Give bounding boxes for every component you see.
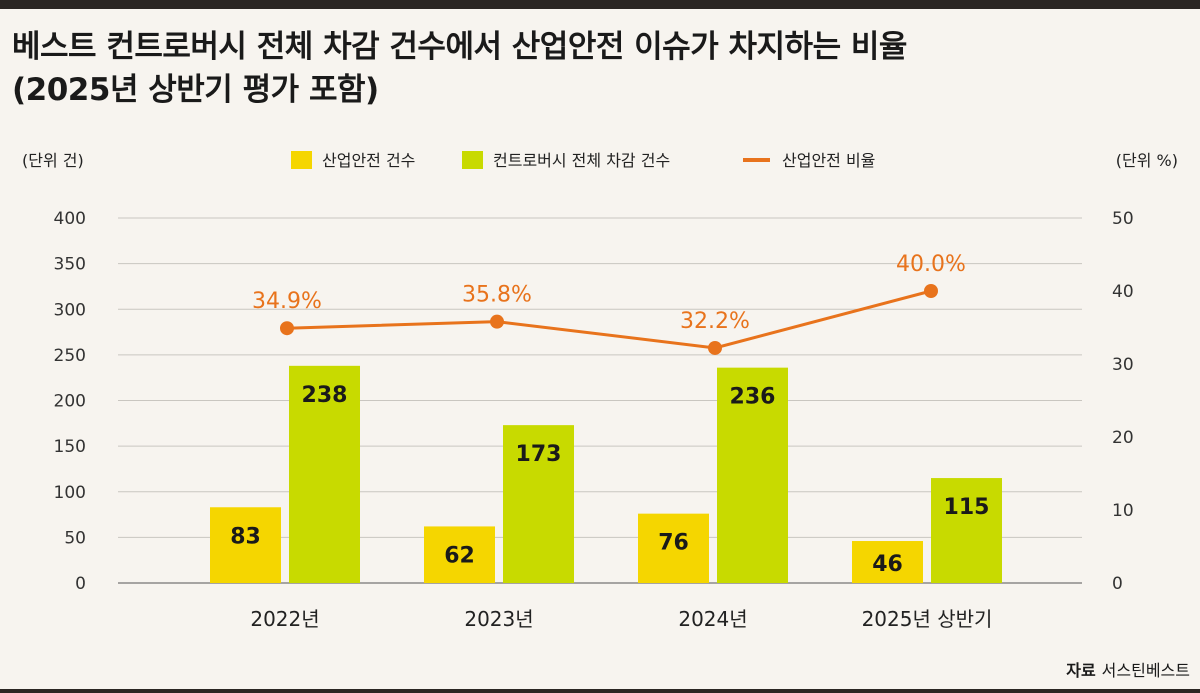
ratio-point — [924, 284, 938, 298]
left-tick-label: 200 — [54, 392, 86, 412]
right-tick-label: 0 — [1112, 574, 1123, 594]
bar-safety-value: 83 — [230, 524, 261, 549]
bars: 83 238 62 173 76 236 46 115 — [210, 365, 1002, 583]
legend-label-safety: 산업안전 건수 — [322, 151, 415, 170]
title-line-2: (2025년 상반기 평가 포함) — [12, 72, 379, 108]
bar-total — [931, 478, 1002, 583]
x-axis-ticks: 2022년 2023년 2024년 2025년 상반기 — [250, 607, 992, 631]
bar-total-value: 236 — [730, 385, 776, 410]
left-tick-label: 400 — [54, 209, 86, 229]
bar-safety — [210, 507, 281, 583]
left-tick-label: 350 — [54, 255, 86, 275]
ratio-point — [490, 314, 504, 329]
x-tick-label: 2023년 — [464, 607, 533, 631]
ratio-line — [286, 289, 932, 350]
bar-total — [289, 365, 360, 583]
right-tick-label: 40 — [1112, 282, 1134, 302]
legend-label-ratio: 산업안전 비율 — [782, 151, 875, 170]
ratio-label: 35.8% — [462, 283, 532, 308]
left-tick-label: 300 — [54, 300, 86, 320]
bar-safety-value: 46 — [872, 552, 903, 577]
left-axis-ticks: 0 50 100 150 200 250 300 350 400 — [54, 209, 86, 594]
left-tick-label: 150 — [54, 437, 86, 457]
bar-safety-value: 76 — [658, 531, 689, 556]
legend-swatch-safety — [291, 151, 312, 169]
ratio-line-series: 34.9% 35.8% 32.2% 40.0% — [252, 252, 966, 355]
bar-total — [503, 425, 574, 583]
bar-safety — [638, 513, 709, 583]
legend-swatch-total — [462, 151, 483, 169]
right-axis-unit: (단위 %) — [1116, 151, 1178, 170]
right-tick-label: 50 — [1112, 209, 1134, 229]
left-tick-label: 0 — [75, 574, 86, 594]
bottom-border — [0, 689, 1200, 693]
gridlines — [118, 217, 1082, 584]
source-value: 서스틴베스트 — [1101, 661, 1190, 680]
right-tick-label: 20 — [1112, 428, 1134, 448]
top-border — [0, 0, 1200, 9]
x-tick-label: 2025년 상반기 — [862, 607, 993, 631]
source-note: 자료 서스틴베스트 — [1066, 657, 1190, 681]
right-tick-label: 10 — [1112, 501, 1134, 521]
left-axis-unit: (단위 건) — [22, 151, 84, 170]
x-tick-label: 2024년 — [678, 607, 747, 631]
ratio-label: 34.9% — [252, 289, 322, 314]
right-axis-ticks: 0 10 20 30 40 50 — [1112, 209, 1134, 594]
right-tick-label: 30 — [1112, 355, 1134, 375]
legend: 산업안전 건수 컨트로버시 전체 차감 건수 산업안전 비율 — [291, 151, 875, 170]
x-tick-label: 2022년 — [250, 607, 319, 631]
left-tick-label: 100 — [54, 483, 86, 503]
bar-total-value: 238 — [302, 383, 348, 408]
bar-total-value: 173 — [516, 442, 562, 467]
ratio-point — [708, 340, 722, 355]
bar-safety — [424, 526, 495, 583]
bar-total — [717, 367, 788, 583]
title-line-1: 베스트 컨트로버시 전체 차감 건수에서 산업안전 이슈가 차지하는 비율 — [12, 29, 907, 65]
left-tick-label: 50 — [64, 528, 86, 548]
left-tick-label: 250 — [54, 346, 86, 366]
chart-title: 베스트 컨트로버시 전체 차감 건수에서 산업안전 이슈가 차지하는 비율 (2… — [12, 26, 1192, 112]
legend-label-total: 컨트로버시 전체 차감 건수 — [493, 151, 670, 170]
bar-total-value: 115 — [944, 495, 990, 520]
ratio-point — [280, 321, 294, 336]
bar-safety-value: 62 — [444, 543, 475, 568]
ratio-label: 32.2% — [680, 309, 750, 334]
ratio-label: 40.0% — [896, 252, 966, 277]
source-label: 자료 — [1066, 661, 1096, 680]
bar-safety — [852, 541, 923, 583]
